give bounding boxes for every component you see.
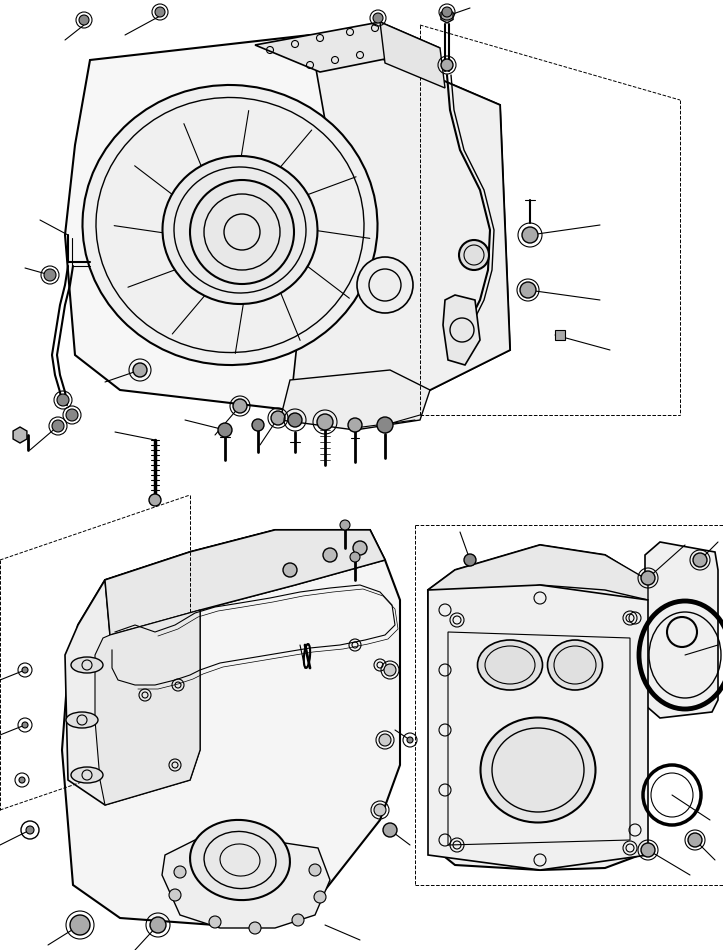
Circle shape	[317, 414, 333, 430]
Circle shape	[133, 363, 147, 377]
Circle shape	[57, 394, 69, 406]
Circle shape	[249, 922, 261, 934]
Circle shape	[442, 7, 452, 17]
Circle shape	[70, 915, 90, 935]
Polygon shape	[555, 330, 565, 340]
Polygon shape	[162, 840, 330, 928]
Circle shape	[641, 843, 655, 857]
Circle shape	[26, 826, 34, 834]
Polygon shape	[95, 610, 200, 805]
Circle shape	[384, 664, 396, 676]
Circle shape	[688, 833, 702, 847]
Ellipse shape	[71, 657, 103, 673]
Circle shape	[374, 804, 386, 816]
Polygon shape	[255, 22, 440, 72]
Circle shape	[169, 889, 181, 901]
Circle shape	[66, 409, 78, 421]
Ellipse shape	[163, 156, 317, 304]
Circle shape	[19, 777, 25, 783]
Circle shape	[350, 552, 360, 562]
Circle shape	[309, 864, 321, 876]
Ellipse shape	[190, 820, 290, 900]
Circle shape	[233, 399, 247, 413]
Circle shape	[314, 891, 326, 903]
Circle shape	[252, 419, 264, 431]
Polygon shape	[290, 35, 510, 410]
Circle shape	[271, 411, 285, 425]
Circle shape	[459, 240, 489, 270]
Polygon shape	[428, 545, 648, 870]
Circle shape	[44, 269, 56, 281]
Circle shape	[693, 553, 707, 567]
Polygon shape	[428, 545, 648, 600]
Circle shape	[288, 413, 302, 427]
Polygon shape	[645, 542, 718, 718]
Circle shape	[52, 420, 64, 432]
Circle shape	[383, 823, 397, 837]
Circle shape	[520, 282, 536, 298]
Ellipse shape	[477, 640, 542, 690]
Circle shape	[441, 59, 453, 71]
Ellipse shape	[82, 85, 377, 365]
Circle shape	[149, 494, 161, 506]
Polygon shape	[65, 35, 510, 410]
Polygon shape	[105, 530, 385, 635]
Polygon shape	[13, 427, 27, 443]
Circle shape	[292, 914, 304, 926]
Ellipse shape	[71, 767, 103, 783]
Circle shape	[522, 227, 538, 243]
Polygon shape	[380, 22, 445, 88]
Ellipse shape	[481, 717, 596, 823]
Circle shape	[357, 257, 413, 313]
Circle shape	[340, 520, 350, 530]
Circle shape	[190, 180, 294, 284]
Circle shape	[174, 866, 186, 878]
Circle shape	[22, 667, 28, 673]
Circle shape	[377, 417, 393, 433]
Polygon shape	[428, 585, 648, 870]
Circle shape	[379, 734, 391, 746]
Polygon shape	[65, 580, 200, 805]
Circle shape	[79, 15, 89, 25]
Polygon shape	[441, 9, 453, 23]
Circle shape	[155, 7, 165, 17]
Circle shape	[22, 722, 28, 728]
Circle shape	[150, 917, 166, 933]
Polygon shape	[280, 370, 430, 430]
Circle shape	[218, 423, 232, 437]
Ellipse shape	[66, 712, 98, 728]
Circle shape	[373, 13, 383, 23]
Circle shape	[209, 916, 221, 928]
Circle shape	[323, 548, 337, 562]
Ellipse shape	[547, 640, 602, 690]
Polygon shape	[443, 295, 480, 365]
Circle shape	[407, 737, 413, 743]
Polygon shape	[62, 530, 400, 925]
Circle shape	[348, 418, 362, 432]
Circle shape	[353, 541, 367, 555]
Circle shape	[283, 563, 297, 577]
Circle shape	[641, 571, 655, 585]
Circle shape	[464, 554, 476, 566]
Polygon shape	[105, 530, 385, 635]
